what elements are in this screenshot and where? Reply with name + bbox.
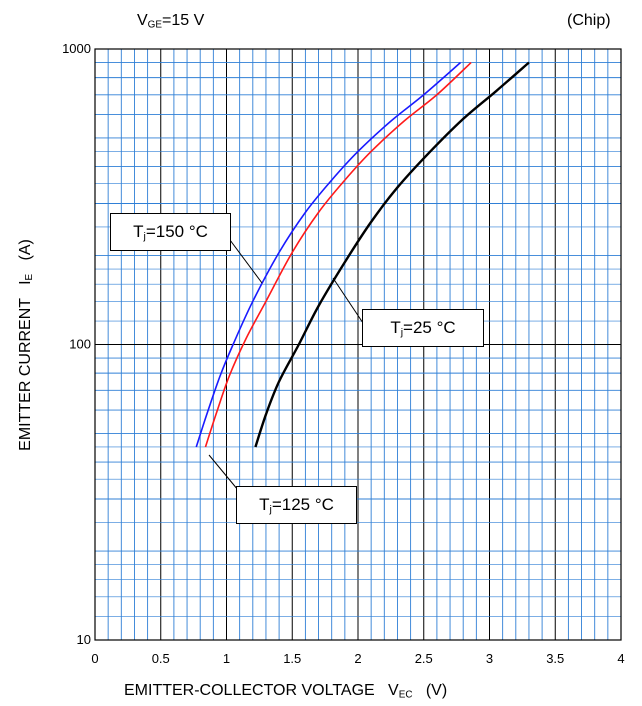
series-lines bbox=[195, 61, 530, 448]
x-tick-label: 3 bbox=[486, 651, 493, 666]
y-tick-label: 10 bbox=[77, 632, 91, 647]
x-tick-label: 1.5 bbox=[283, 651, 301, 666]
tick-labels: 0 0.5 1 1.5 2 2.5 3 3.5 4 10 100 1000 bbox=[62, 41, 625, 666]
scope-label: (Chip) bbox=[567, 12, 611, 29]
annotation-t125-value: =125 °C bbox=[271, 495, 334, 514]
condition-label: VGE=15 V bbox=[137, 12, 204, 30]
x-tick-label: 2 bbox=[354, 651, 361, 666]
condition-subscript: GE bbox=[147, 19, 162, 31]
annotation-t125: Tj=125 °C bbox=[236, 486, 357, 524]
series-line-tj-125-c bbox=[204, 61, 472, 448]
condition-value: =15 V bbox=[162, 12, 205, 29]
x-tick-label: 0.5 bbox=[152, 651, 170, 666]
annotation-t25: Tj=25 °C bbox=[362, 309, 484, 347]
annotation-t125-subscript: j bbox=[269, 503, 272, 516]
leader-t25 bbox=[332, 277, 364, 324]
series-line-tj-150-c bbox=[195, 61, 462, 448]
x-axis-label-text: EMITTER-COLLECTOR VOLTAGE V bbox=[124, 682, 399, 699]
y-tick-label: 1000 bbox=[62, 41, 91, 56]
x-axis-label: EMITTER-COLLECTOR VOLTAGE VEC (V) bbox=[124, 682, 447, 700]
y-axis-label-unit: (A) bbox=[16, 239, 34, 274]
y-axis-label-text: EMITTER CURRENT I bbox=[16, 280, 34, 451]
x-tick-label: 2.5 bbox=[415, 651, 433, 666]
x-axis-label-subscript: EC bbox=[398, 689, 413, 701]
annotation-t150-subscript: j bbox=[143, 230, 146, 243]
annotation-t150: Tj=150 °C bbox=[110, 213, 231, 251]
annotation-leaders bbox=[208, 239, 364, 491]
grid bbox=[95, 49, 621, 640]
y-axis-label-subscript: E bbox=[24, 273, 36, 281]
leader-t150 bbox=[229, 239, 263, 284]
y-tick-label: 100 bbox=[69, 337, 91, 352]
annotation-t150-symbol: T bbox=[133, 222, 144, 241]
annotation-t125-symbol: T bbox=[259, 495, 270, 514]
annotation-t25-value: =25 °C bbox=[403, 318, 456, 337]
annotation-t25-symbol: T bbox=[390, 318, 401, 337]
plot-border bbox=[94, 48, 622, 641]
leader-t125 bbox=[208, 454, 239, 491]
x-axis-label-unit: (V) bbox=[412, 682, 448, 699]
y-axis-label: EMITTER CURRENT IE (A) bbox=[17, 239, 35, 451]
x-tick-label: 1 bbox=[223, 651, 230, 666]
annotation-t25-subscript: j bbox=[400, 326, 404, 339]
x-tick-label: 4 bbox=[617, 651, 624, 666]
x-tick-label: 3.5 bbox=[546, 651, 564, 666]
plot-frame bbox=[94, 48, 622, 641]
series-line-tj-25-c bbox=[254, 61, 530, 448]
x-tick-label: 0 bbox=[91, 651, 98, 666]
annotation-t150-value: =150 °C bbox=[145, 222, 208, 241]
condition-symbol: V bbox=[137, 12, 148, 29]
